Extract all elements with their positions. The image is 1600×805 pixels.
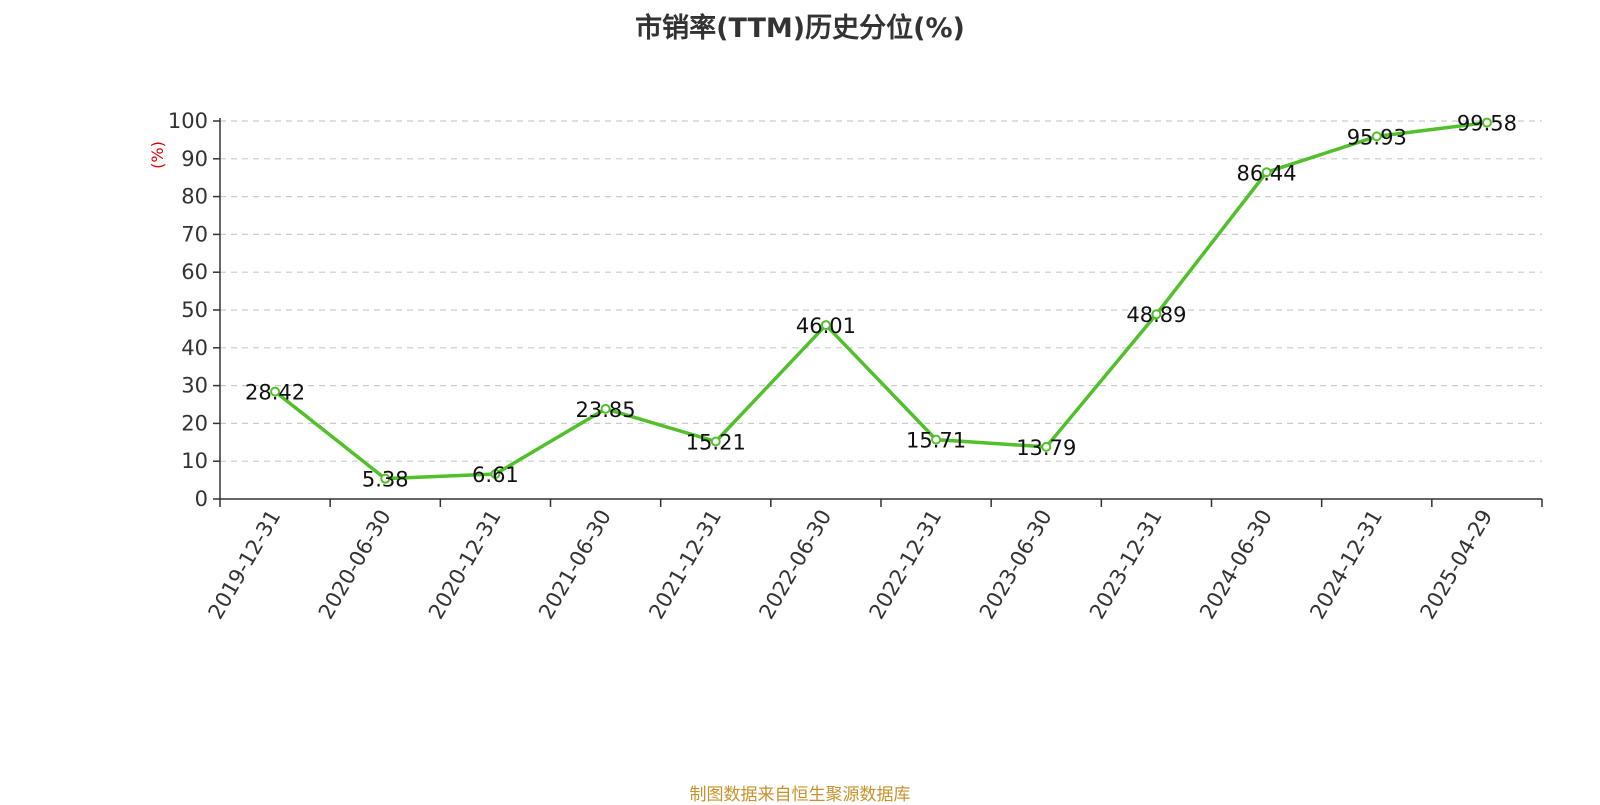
data-label: 48.89: [1126, 303, 1186, 327]
data-point: [931, 434, 942, 445]
x-tick-label: 2024-12-31: [1305, 506, 1387, 624]
data-label: 99.58: [1457, 112, 1517, 136]
data-point: [820, 320, 831, 331]
data-point: [270, 386, 281, 397]
data-point: [1261, 167, 1272, 178]
y-tick-label: 60: [181, 260, 208, 284]
data-point: [490, 469, 501, 480]
series-line: [273, 120, 1488, 481]
data-label: 5.38: [362, 468, 409, 492]
y-tick-label: 70: [181, 222, 208, 246]
y-tick-label: 0: [195, 487, 208, 511]
data-label: 28.42: [245, 381, 305, 405]
data-label: 6.61: [472, 463, 519, 487]
y-tick-label: 10: [181, 449, 208, 473]
x-tick-label: 2021-06-30: [534, 506, 616, 624]
x-tick-label: 2022-06-30: [754, 506, 836, 624]
x-tick-label: 2023-12-31: [1085, 506, 1167, 624]
chart-title: 市销率(TTM)历史分位(%): [635, 13, 965, 44]
x-tick-label: 2021-12-31: [644, 506, 726, 624]
data-label: 23.85: [576, 398, 636, 422]
x-tick-label: 2020-12-31: [424, 506, 506, 624]
source-note: 制图数据来自恒生聚源数据库: [689, 785, 911, 805]
data-label: 95.93: [1347, 125, 1407, 149]
x-tick-label: 2022-12-31: [865, 506, 947, 624]
y-tick-label: 50: [181, 298, 208, 322]
data-label: 15.21: [686, 431, 746, 455]
x-tick-label: 2020-06-30: [314, 506, 396, 624]
data-point: [1371, 131, 1382, 142]
data-label: 13.79: [1016, 436, 1076, 460]
y-tick-label: 40: [181, 336, 208, 360]
y-tick-label: 80: [181, 185, 208, 209]
y-tick-label: 90: [181, 147, 208, 171]
x-tick-label: 2019-12-31: [204, 506, 286, 624]
y-tick-label: 30: [181, 374, 208, 398]
y-tick-label: 20: [181, 411, 208, 435]
y-tick-label: 100: [168, 109, 208, 133]
data-label: 86.44: [1237, 161, 1297, 185]
data-point: [1481, 117, 1492, 128]
data-point: [1041, 441, 1052, 452]
data-point: [600, 403, 611, 414]
y-axis-label: (%): [148, 141, 167, 169]
x-tick-label: 2024-06-30: [1195, 506, 1277, 624]
data-point: [710, 436, 721, 447]
x-tick-label: 2023-06-30: [975, 506, 1057, 624]
data-point: [380, 473, 391, 484]
data-label: 15.71: [906, 429, 966, 453]
data-point: [1151, 309, 1162, 320]
data-label: 46.01: [796, 314, 856, 338]
x-tick-label: 2025-04-29: [1415, 506, 1497, 624]
